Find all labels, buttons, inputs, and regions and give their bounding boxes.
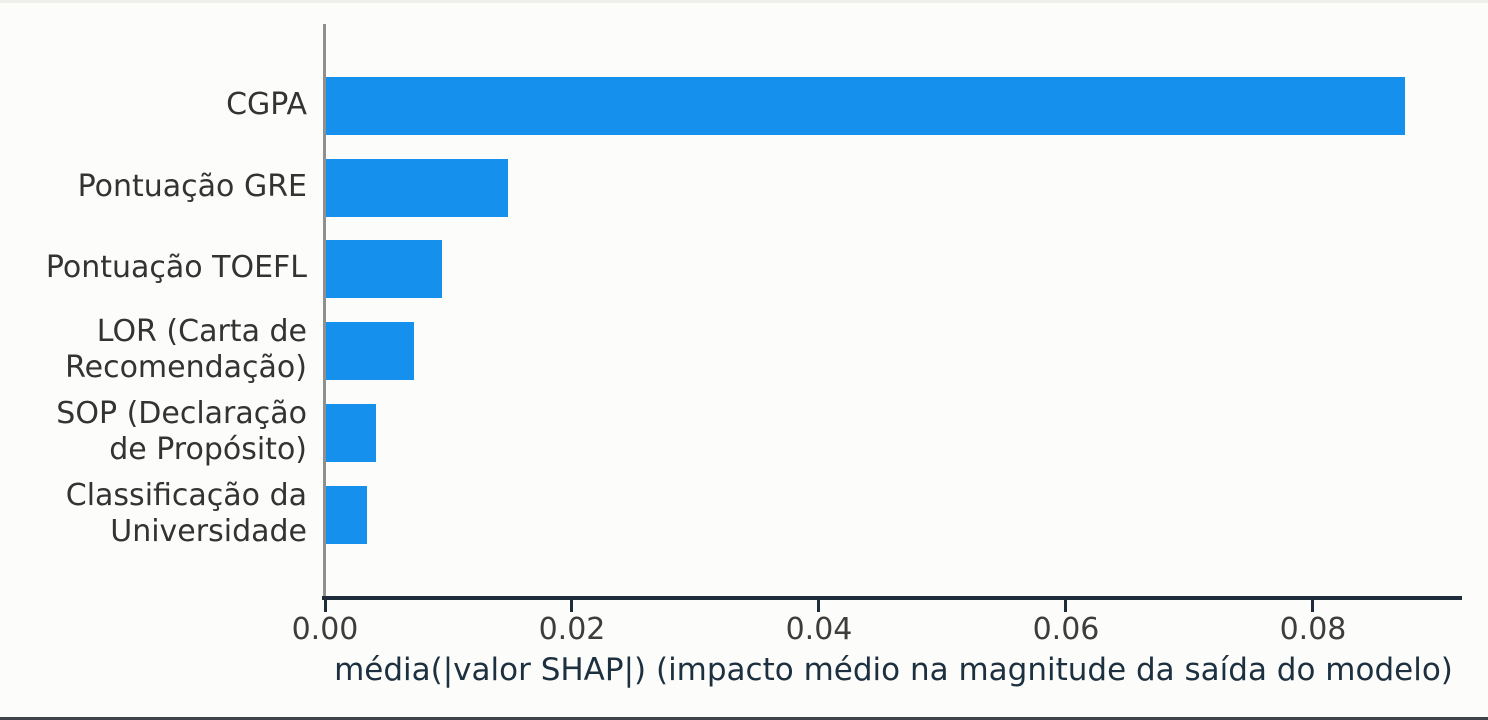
ytick-label-line: CGPA: [226, 87, 307, 122]
bar-classificacao-da-universidade: [326, 486, 367, 544]
ytick-label-pontuacao-gre: Pontuação GRE: [0, 169, 307, 205]
ytick-label-pontuacao-toefl: Pontuação TOEFL: [0, 250, 307, 286]
bar-lor-carta-de-recomendacao: [326, 322, 414, 380]
ytick-label-line: Classificação da: [65, 478, 307, 513]
xtick-label-0.08: 0.08: [1279, 612, 1347, 647]
y-axis-line: [323, 24, 326, 596]
image-bottom-edge: [0, 717, 1488, 720]
ytick-label-cgpa: CGPA: [0, 87, 307, 123]
ytick-label-line: Pontuação GRE: [77, 169, 307, 204]
xtick-label-0.04: 0.04: [785, 612, 853, 647]
ytick-label-classificacao-da-universidade: Classificação da Universidade: [0, 478, 307, 550]
xtick-mark-0.08: [1311, 599, 1314, 612]
xtick-label-0.00: 0.00: [291, 612, 359, 647]
xtick-label-0.06: 0.06: [1032, 612, 1100, 647]
ytick-label-lor-carta-de-recomendacao: LOR (Carta de Recomendação): [0, 314, 307, 386]
xtick-mark-0.02: [570, 599, 573, 612]
bar-pontuacao-gre: [326, 159, 508, 217]
xtick-mark-0.04: [817, 599, 820, 612]
bar-cgpa: [326, 77, 1405, 135]
ytick-label-line: Universidade: [110, 514, 307, 549]
xtick-label-0.02: 0.02: [538, 612, 606, 647]
xtick-mark-0.00: [324, 599, 327, 612]
bar-pontuacao-toefl: [326, 240, 442, 298]
x-axis-line: [322, 596, 1462, 600]
ytick-label-sop-declaracao-de-proposito: SOP (Declaração de Propósito): [0, 396, 307, 468]
bar-sop-declaracao-de-proposito: [326, 404, 376, 462]
ytick-label-line: LOR (Carta de: [96, 314, 307, 349]
ytick-label-line: Pontuação TOEFL: [45, 250, 307, 285]
ytick-label-line: Recomendação): [65, 350, 307, 385]
image-top-edge: [0, 0, 1488, 3]
x-axis-title: média(|valor SHAP|) (impacto médio na ma…: [334, 652, 1453, 688]
ytick-label-line: de Propósito): [109, 432, 307, 467]
ytick-label-line: SOP (Declaração: [56, 396, 307, 431]
xtick-mark-0.06: [1064, 599, 1067, 612]
